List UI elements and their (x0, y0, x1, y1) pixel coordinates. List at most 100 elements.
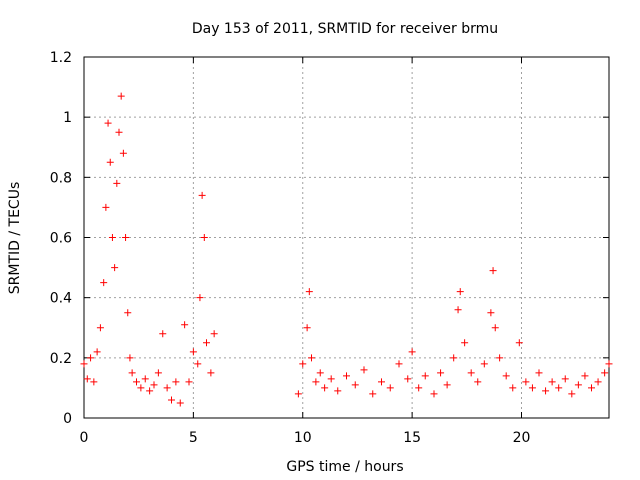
data-point (124, 309, 132, 317)
data-point (360, 366, 368, 374)
data-point (305, 288, 313, 296)
data-point (122, 234, 130, 241)
y-tick-label: 0 (63, 411, 72, 427)
grid (84, 57, 609, 418)
data-point (141, 375, 149, 383)
data-point (83, 375, 91, 383)
data-point (106, 158, 114, 166)
data-point (117, 92, 125, 100)
data-point (210, 330, 218, 338)
data-point (467, 369, 475, 377)
data-point (430, 390, 438, 398)
data-point (515, 339, 523, 347)
data-point (308, 354, 315, 362)
data-point (386, 384, 394, 392)
data-point (404, 375, 412, 383)
data-point (491, 324, 499, 332)
data-point (137, 384, 145, 392)
data-point (535, 369, 543, 377)
data-point (87, 354, 95, 362)
data-point (96, 324, 104, 332)
data-point (316, 369, 324, 377)
data-point (119, 149, 127, 157)
data-point (312, 378, 320, 386)
data-point (299, 360, 307, 368)
data-point (568, 390, 576, 398)
data-point (605, 360, 613, 368)
data-point (126, 354, 134, 362)
data-point (189, 348, 197, 356)
data-point (574, 381, 582, 389)
y-tick-label: 1.2 (50, 50, 72, 66)
data-point (90, 378, 98, 386)
data-point (181, 321, 189, 329)
data-point (502, 372, 510, 380)
data-point (115, 128, 123, 136)
data-point (93, 348, 101, 356)
x-axis-label: GPS time / hours (286, 459, 403, 475)
data-point (196, 294, 204, 302)
data-point (487, 309, 495, 317)
data-point (168, 396, 175, 404)
data-point (104, 119, 112, 127)
chart-title: Day 153 of 2011, SRMTID for receiver brm… (192, 21, 498, 37)
y-tick-label: 0.4 (50, 291, 72, 307)
data-point (194, 360, 202, 368)
data-point (454, 306, 462, 314)
data-point (100, 279, 108, 287)
data-point (327, 375, 335, 383)
data-point (601, 369, 609, 377)
y-tick-label: 0.2 (50, 351, 72, 367)
data-point (456, 288, 464, 296)
data-point (594, 378, 602, 386)
axis-ticks: 0 0.2 0.4 0.6 0.8 1 1.2 0 5 10 15 20 (50, 50, 609, 446)
data-point (154, 369, 162, 377)
y-tick-label: 0.8 (50, 170, 72, 186)
data-point (351, 381, 359, 389)
data-point (548, 378, 556, 386)
data-point (113, 179, 121, 187)
y-tick-label: 1 (63, 110, 72, 126)
data-point (198, 191, 206, 199)
data-point (159, 330, 167, 338)
data-point (489, 267, 497, 275)
data-point (185, 378, 193, 386)
data-point (443, 381, 451, 389)
x-tick-label: 15 (403, 430, 421, 446)
data-point (111, 264, 119, 272)
data-point (176, 399, 184, 407)
data-point (588, 384, 595, 392)
data-point (496, 354, 504, 362)
data-point (509, 384, 517, 392)
data-point (561, 375, 569, 383)
data-point (80, 360, 88, 368)
x-tick-label: 10 (294, 430, 312, 446)
data-point (421, 372, 429, 380)
data-point (334, 387, 342, 395)
data-point (294, 390, 302, 398)
data-point (474, 378, 482, 386)
data-point (542, 387, 550, 395)
data-point (437, 369, 445, 377)
data-point (555, 384, 563, 392)
data-point (343, 372, 350, 380)
data-point (522, 378, 530, 386)
data-points (80, 92, 613, 407)
data-point (378, 378, 385, 386)
data-point (528, 384, 536, 392)
data-point (150, 381, 158, 389)
data-point (581, 372, 589, 380)
data-point (303, 324, 311, 332)
data-point (102, 203, 110, 211)
x-tick-label: 0 (80, 430, 89, 446)
data-point (461, 339, 469, 347)
data-point (172, 378, 180, 386)
data-point (450, 354, 458, 362)
data-point (108, 234, 116, 241)
data-point (200, 234, 208, 241)
data-point (369, 390, 377, 398)
data-point (395, 360, 403, 368)
data-point (321, 384, 329, 392)
data-point (163, 384, 171, 392)
